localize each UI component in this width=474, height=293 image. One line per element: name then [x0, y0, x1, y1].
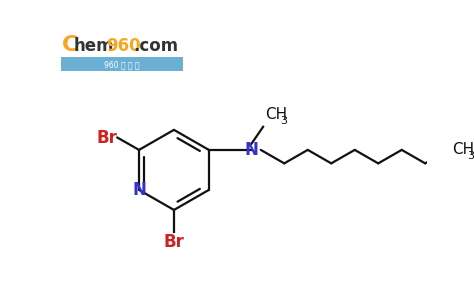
Text: 960 化 工 网: 960 化 工 网	[104, 60, 140, 69]
Text: CH: CH	[264, 107, 287, 122]
Text: hem: hem	[73, 37, 114, 55]
Text: 3: 3	[280, 116, 287, 126]
Text: 960: 960	[106, 37, 140, 55]
Text: C: C	[63, 35, 79, 55]
Text: .com: .com	[133, 37, 178, 55]
Text: N: N	[132, 181, 146, 199]
Text: N: N	[245, 141, 258, 159]
Text: 3: 3	[467, 151, 474, 161]
Text: Br: Br	[164, 233, 184, 251]
Bar	[59, 35, 187, 72]
Text: CH: CH	[452, 142, 474, 157]
Text: Br: Br	[96, 129, 117, 146]
FancyBboxPatch shape	[61, 57, 183, 71]
